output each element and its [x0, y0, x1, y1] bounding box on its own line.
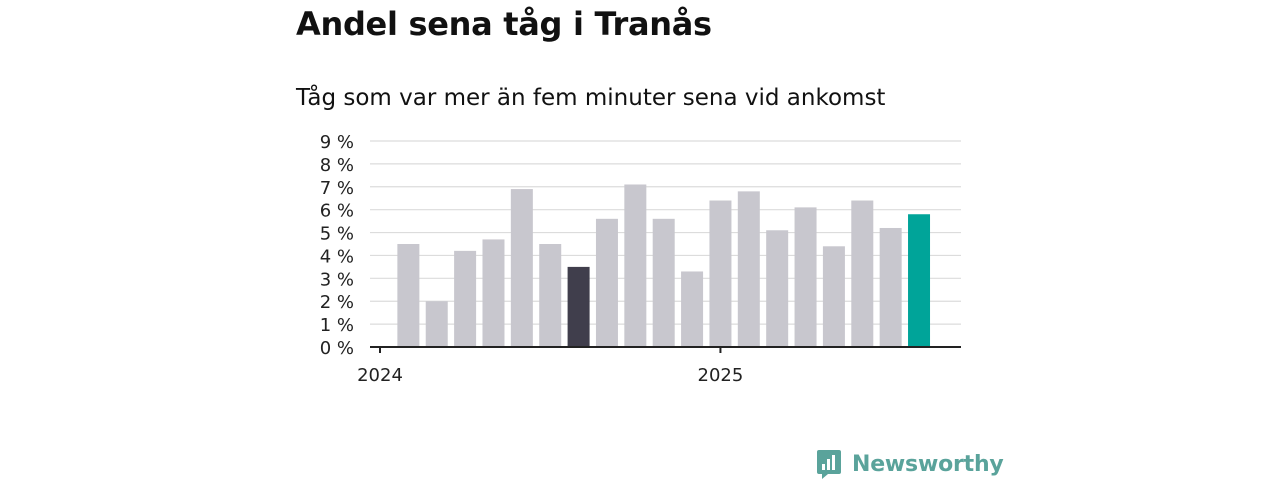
- axes: 0 %1 %2 %3 %4 %5 %6 %7 %8 %9 % 2024 2025: [320, 132, 961, 386]
- bar: [766, 230, 789, 347]
- y-tick-label: 8 %: [320, 155, 354, 176]
- bar: [624, 184, 647, 347]
- chart-subtitle: Tåg som var mer än fem minuter sena vid …: [296, 85, 886, 111]
- bar: [709, 200, 732, 347]
- y-tick-label: 5 %: [320, 224, 354, 245]
- bar: [794, 207, 817, 347]
- bar: [595, 218, 618, 347]
- x-tick-label: 2025: [698, 365, 744, 386]
- bar: [539, 244, 562, 347]
- bar: [822, 246, 845, 347]
- bar: [737, 191, 760, 347]
- bar: [482, 239, 505, 347]
- bar: [510, 189, 533, 347]
- bar-chart: 0 %1 %2 %3 %4 %5 %6 %7 %8 %9 % 2024 2025: [320, 132, 961, 386]
- y-tick-label: 9 %: [320, 132, 354, 153]
- y-tick-label: 0 %: [320, 338, 354, 359]
- bar: [425, 301, 448, 347]
- bars: [397, 184, 931, 347]
- y-tick-label: 2 %: [320, 292, 354, 313]
- brand-name: Newsworthy: [852, 451, 1004, 477]
- bar: [879, 227, 902, 347]
- bar: [851, 200, 874, 347]
- y-tick-label: 6 %: [320, 201, 354, 222]
- y-tick-label: 4 %: [320, 246, 354, 267]
- bar: [652, 218, 675, 347]
- bar: [681, 271, 704, 347]
- y-tick-label: 1 %: [320, 315, 354, 336]
- bar: [567, 266, 590, 347]
- chart-title: Andel sena tåg i Tranås: [296, 5, 712, 43]
- bar: [397, 244, 420, 347]
- brand: Newsworthy: [816, 446, 1004, 482]
- newsworthy-logo-icon: [817, 450, 841, 479]
- bar: [454, 250, 477, 347]
- bar: [908, 214, 931, 347]
- x-tick-label: 2024: [357, 365, 403, 386]
- y-tick-label: 3 %: [320, 269, 354, 290]
- y-tick-label: 7 %: [320, 178, 354, 199]
